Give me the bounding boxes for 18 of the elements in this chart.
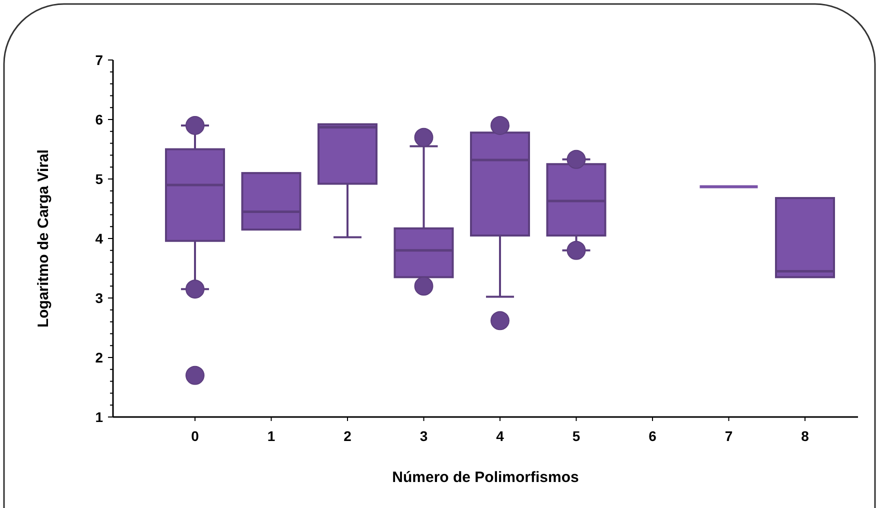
y-tick-label: 5 (95, 170, 104, 187)
y-tick-label: 3 (95, 290, 104, 306)
x-tick-label: 4 (496, 428, 504, 444)
x-tick-label: 0 (191, 428, 200, 444)
y-axis-title: Logaritmo de Carga Viral (35, 149, 52, 328)
x-tick-label: 6 (648, 428, 657, 444)
x-tick-label: 5 (572, 428, 580, 444)
y-tick-label: 7 (95, 52, 104, 68)
x-tick-label: 8 (801, 428, 810, 444)
y-tick-label: 2 (95, 349, 104, 366)
y-tick-label: 4 (95, 230, 104, 246)
x-tick-label: 3 (420, 428, 428, 444)
x-axis-title: Número de Polimorfismos (392, 469, 579, 486)
x-tick-label: 7 (724, 428, 733, 444)
x-tick-label: 1 (267, 428, 276, 444)
x-tick-label: 2 (344, 428, 352, 444)
y-tick-label: 1 (95, 408, 104, 425)
y-tick-label: 6 (95, 111, 104, 128)
